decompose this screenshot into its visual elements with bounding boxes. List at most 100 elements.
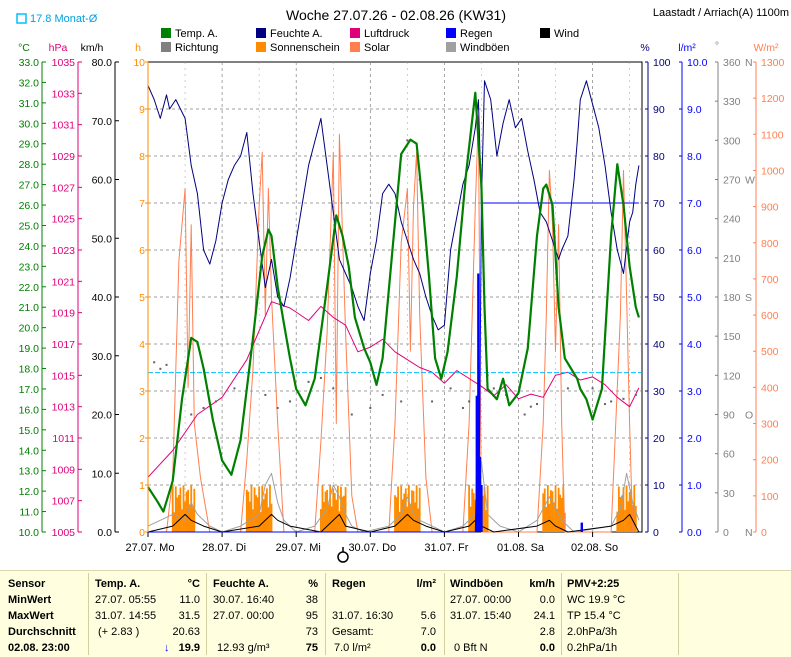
direction-point (603, 403, 606, 406)
sun-axis-tick-label: 6 (139, 245, 145, 257)
hdr-gust-unit: km/h (529, 578, 555, 590)
sunshine-bar (619, 496, 622, 532)
sunshine-bar (483, 487, 486, 532)
sunshine-bar (320, 509, 322, 532)
solar-axis-tick-label: 300 (761, 419, 779, 431)
temp-axis-tick-label: 17.0 (19, 384, 40, 396)
sunshine-bar (336, 485, 339, 532)
legend-label: Feuchte A. (270, 28, 323, 40)
sunshine-bar (542, 493, 545, 532)
pressure-axis-tick-label: 1007 (52, 496, 76, 508)
rain-total-label: Gesamt: (332, 626, 374, 638)
sunshine-bar (184, 501, 186, 532)
direction-point (591, 387, 594, 390)
direction-point (319, 376, 322, 379)
dir-axis-tick-label: 300 (723, 135, 741, 147)
sunshine-bar (404, 488, 407, 532)
temp-axis-tick-label: 16.0 (19, 404, 40, 416)
direction-point (369, 406, 372, 409)
pmv-tp: TP 15.4 °C (567, 610, 621, 622)
temp-trend-arrow-icon: ↓ (164, 642, 170, 654)
temp-axis-tick-label: 11.0 (19, 507, 39, 519)
gust-max-val: 24.1 (533, 610, 555, 622)
row-max: MaxWert (8, 610, 54, 622)
solar-axis-tick-label: 1300 (761, 57, 785, 69)
temp-axis-tick-label: 12.0 (19, 486, 40, 498)
sunshine-bar (548, 503, 551, 532)
legend-swatch (446, 28, 456, 38)
dir-axis-tick-label: 150 (723, 331, 741, 343)
summary-table: Sensor Temp. A. °C Feuchte A. % Regen l/… (0, 570, 791, 657)
sun-axis-tick-label: 1 (139, 480, 145, 492)
rain-axis-tick-label: 3.0 (687, 386, 702, 398)
hdr-gust: Windböen (450, 578, 504, 590)
sunshine-bar (630, 489, 633, 532)
hum-now-val: 75 (305, 642, 318, 654)
hum-axis-tick-label: 30 (653, 386, 665, 398)
sunshine-bar (482, 495, 484, 532)
legend-swatch (350, 28, 360, 38)
pmv-p3h: 2.0hPa/3h (567, 626, 618, 638)
legend-label: Windböen (460, 42, 510, 54)
temp-axis-tick-label: 31.0 (19, 98, 40, 110)
sun-axis-tick-label: 3 (139, 386, 145, 398)
temp-avg-val: 20.63 (172, 626, 200, 638)
temp-unit: °C (18, 42, 30, 54)
gust-line (147, 461, 640, 533)
dir-axis-tick-label: 90 (723, 410, 735, 422)
sunshine-bar (267, 507, 270, 532)
x-tick-label: 01.08. Sa (497, 542, 545, 554)
hdr-temp-unit: °C (187, 578, 200, 590)
gust-min-time: 27.07. 00:00 (450, 594, 512, 606)
direction-point (431, 400, 434, 403)
temp-axis-tick-label: 26.0 (19, 200, 40, 212)
sunshine-bar (258, 486, 261, 532)
col-separator (88, 573, 89, 655)
hdr-rain: Regen (332, 578, 366, 590)
col-separator (561, 573, 562, 655)
temp-axis-tick-label: 29.0 (19, 139, 40, 151)
hdr-sensor: Sensor (8, 578, 46, 590)
sunshine-bar (622, 487, 625, 532)
gust-now-bft: 0 Bft N (454, 642, 488, 654)
sunshine-bar (252, 509, 254, 532)
sunshine-bar (412, 491, 415, 532)
dir-letter: W (745, 175, 755, 187)
legend-swatch (161, 42, 171, 52)
temp-axis-tick-label: 15.0 (19, 425, 40, 437)
sunshine-bar (247, 491, 250, 532)
sunshine-bar (245, 489, 248, 532)
hum-axis-tick-label: 100 (653, 57, 671, 69)
rain-axis-tick-label: 4.0 (687, 339, 702, 351)
hum-axis-tick-label: 70 (653, 198, 665, 210)
direction-point (566, 387, 569, 390)
direction-point (406, 139, 409, 142)
direction-point (153, 361, 156, 364)
sunshine-bar (338, 511, 341, 532)
temp-axis: 33.0 32.0 31.0 30.0 29.0 28.0 27.0 26.0 25.0 24.0… (19, 57, 46, 539)
dir-axis-tick-label: 270 (723, 175, 741, 187)
direction-point (468, 400, 471, 403)
temp-axis-tick-label: 20.0 (19, 323, 40, 335)
rain-bar (478, 456, 482, 532)
direction-point (381, 393, 384, 396)
pressure-axis-tick-label: 1015 (52, 370, 76, 382)
rain-axis: 10.0 9.0 8.0 7.0 6.0 5.0 4.0 3.0 2.0 1.0 0.0 (679, 57, 708, 539)
pressure-axis-tick-label: 1013 (52, 402, 76, 414)
wind-axis: 80.0 70.0 60.0 50.0 40.0 30.0 20.0 10.0 0.0 (92, 57, 119, 539)
solar-axis-tick-label: 1000 (761, 165, 785, 177)
temp-axis-tick-label: 10.0 (19, 527, 40, 539)
sun-axis-tick-label: 9 (139, 104, 145, 116)
sunshine-bar (185, 491, 188, 532)
sunshine-bar (553, 502, 555, 532)
gust-max-time: 31.07. 15:40 (450, 610, 512, 622)
dir-letter: N (745, 527, 753, 539)
sunshine-bar (171, 485, 174, 532)
sunshine-bar (174, 486, 177, 532)
hdr-hum-unit: % (308, 578, 318, 590)
col-separator (678, 573, 679, 655)
sunshine-bar (333, 493, 336, 532)
dir-axis-tick-label: 120 (723, 370, 741, 382)
direction-point (214, 400, 217, 403)
